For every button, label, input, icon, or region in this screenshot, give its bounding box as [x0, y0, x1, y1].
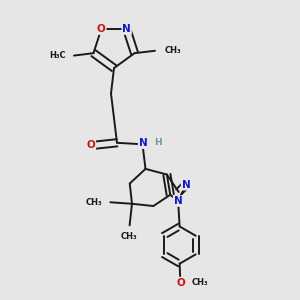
Text: O: O — [86, 140, 95, 150]
Text: N: N — [174, 196, 182, 206]
Text: CH₃: CH₃ — [121, 232, 137, 241]
Text: H₃C: H₃C — [49, 51, 66, 60]
Text: CH₃: CH₃ — [164, 46, 181, 55]
Text: O: O — [97, 24, 106, 34]
Text: CH₃: CH₃ — [192, 278, 208, 287]
Text: N: N — [182, 180, 190, 190]
Text: N: N — [139, 138, 148, 148]
Text: N: N — [122, 24, 131, 34]
Text: CH₃: CH₃ — [85, 198, 102, 207]
Text: H: H — [154, 138, 161, 147]
Text: O: O — [176, 278, 185, 288]
